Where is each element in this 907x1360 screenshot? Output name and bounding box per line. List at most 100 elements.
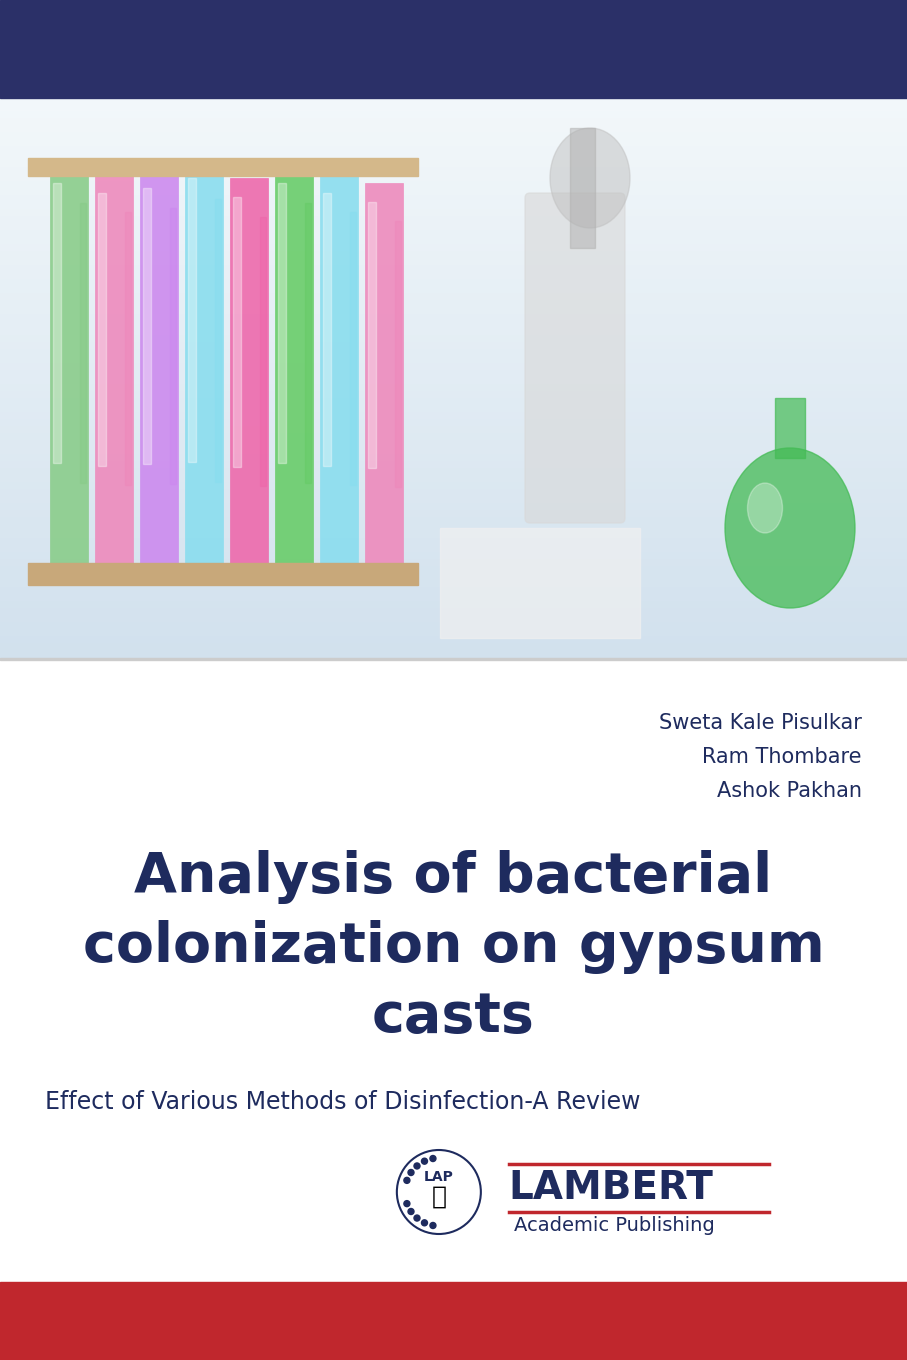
Bar <box>0 476 907 484</box>
Bar <box>278 184 286 462</box>
Bar <box>140 169 178 563</box>
Bar <box>0 316 907 324</box>
Bar <box>0 539 907 547</box>
Bar <box>0 280 907 288</box>
Bar <box>0 189 907 197</box>
Bar <box>28 158 418 175</box>
FancyBboxPatch shape <box>525 193 625 524</box>
Bar <box>0 518 907 526</box>
Bar <box>0 525 907 533</box>
Bar <box>323 193 331 465</box>
Bar <box>0 287 907 295</box>
Bar <box>0 160 907 169</box>
Bar <box>0 252 907 260</box>
Bar <box>0 392 907 400</box>
Bar <box>0 505 907 511</box>
Text: LAMBERT: LAMBERT <box>509 1170 714 1208</box>
Bar <box>143 188 151 464</box>
Bar <box>0 147 907 155</box>
Bar <box>0 420 907 428</box>
Bar <box>0 231 907 239</box>
Bar <box>230 178 268 563</box>
Bar <box>0 120 907 126</box>
Bar <box>0 301 907 309</box>
Circle shape <box>422 1220 427 1225</box>
Bar <box>0 651 907 660</box>
Bar <box>0 203 907 211</box>
Bar <box>0 398 907 407</box>
Circle shape <box>430 1223 436 1228</box>
Bar <box>0 511 907 520</box>
Bar <box>0 336 907 344</box>
Bar <box>0 483 907 491</box>
Bar <box>0 218 907 224</box>
Bar <box>0 574 907 582</box>
Bar <box>0 378 907 386</box>
Bar <box>0 169 907 175</box>
Bar <box>0 350 907 358</box>
Bar <box>0 623 907 631</box>
Bar <box>0 224 907 233</box>
Bar <box>98 193 106 465</box>
Bar <box>0 447 907 456</box>
Bar <box>0 307 907 316</box>
Bar <box>0 596 907 602</box>
Bar <box>0 112 907 120</box>
Bar <box>0 238 907 246</box>
Bar <box>0 407 907 413</box>
Bar <box>0 532 907 540</box>
Bar <box>0 126 907 135</box>
Circle shape <box>408 1170 414 1175</box>
Bar <box>0 329 907 337</box>
Bar <box>0 581 907 589</box>
Circle shape <box>408 1209 414 1214</box>
Ellipse shape <box>747 483 783 533</box>
Bar <box>0 490 907 498</box>
Bar <box>275 163 313 563</box>
Bar <box>0 496 907 505</box>
Circle shape <box>430 1156 436 1161</box>
Bar <box>185 158 223 563</box>
Bar <box>0 462 907 471</box>
Bar <box>0 98 907 106</box>
Bar <box>0 427 907 435</box>
Text: colonization on gypsum: colonization on gypsum <box>83 919 824 974</box>
Bar <box>350 212 356 486</box>
Bar <box>0 140 907 148</box>
Bar <box>0 371 907 379</box>
Text: Sweta Kale Pisulkar: Sweta Kale Pisulkar <box>659 713 862 733</box>
Bar <box>0 658 907 660</box>
Bar <box>28 563 418 585</box>
Bar <box>125 212 131 486</box>
Bar <box>188 178 196 462</box>
Bar <box>0 364 907 373</box>
Bar <box>0 385 907 393</box>
Bar <box>0 356 907 364</box>
Bar <box>0 182 907 190</box>
Bar <box>0 636 907 645</box>
Text: Academic Publishing: Academic Publishing <box>514 1216 715 1235</box>
Text: Ashok Pakhan: Ashok Pakhan <box>717 781 862 801</box>
Bar <box>0 609 907 617</box>
Bar <box>0 567 907 575</box>
Bar <box>233 197 241 466</box>
Bar <box>0 469 907 477</box>
Text: Analysis of bacterial: Analysis of bacterial <box>134 850 773 904</box>
Bar <box>0 1282 907 1360</box>
Bar <box>0 645 907 651</box>
Bar <box>570 128 595 248</box>
Bar <box>0 630 907 638</box>
Bar <box>0 456 907 462</box>
Circle shape <box>414 1214 420 1221</box>
Circle shape <box>422 1159 427 1164</box>
Bar <box>0 560 907 568</box>
Text: 📖: 📖 <box>432 1185 446 1209</box>
Circle shape <box>404 1201 410 1206</box>
Text: LAP: LAP <box>424 1170 454 1185</box>
Bar <box>260 216 266 486</box>
Bar <box>0 413 907 422</box>
Bar <box>53 184 61 462</box>
Bar <box>0 434 907 442</box>
Bar <box>0 616 907 624</box>
Bar <box>215 199 221 481</box>
